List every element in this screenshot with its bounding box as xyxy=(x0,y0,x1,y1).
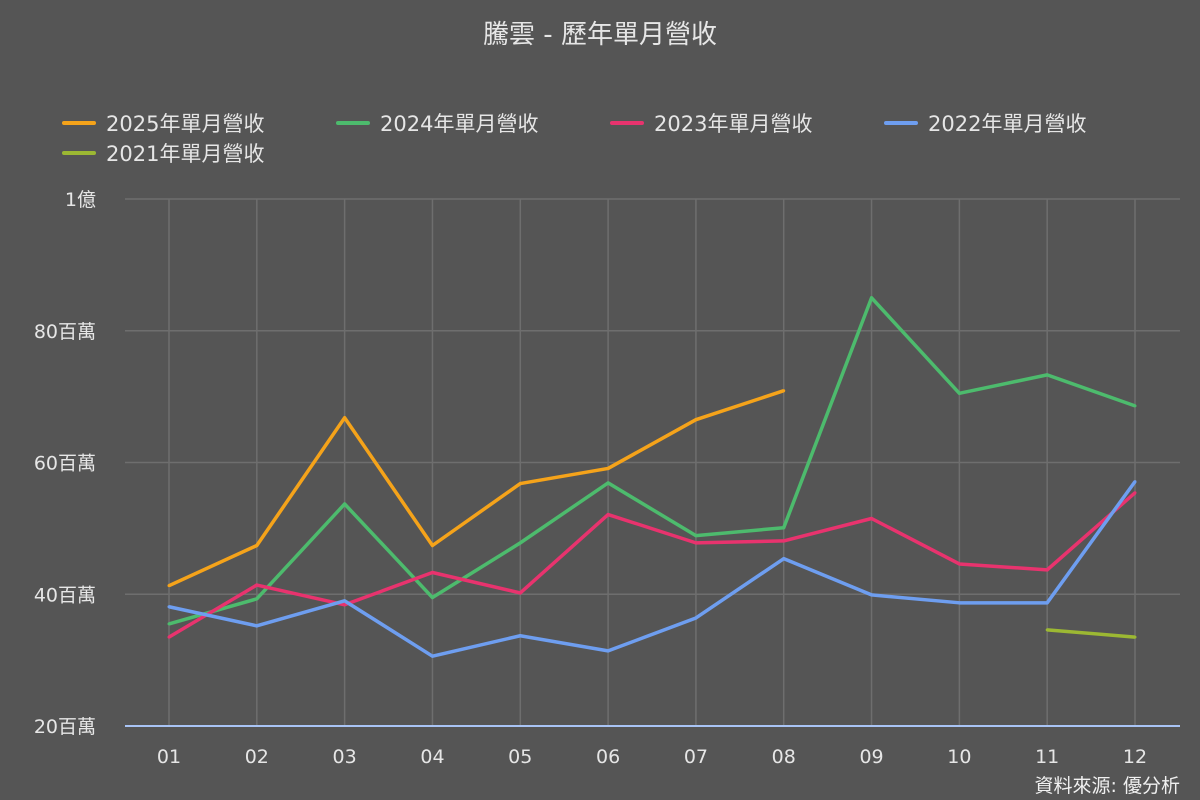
data-point-2024 xyxy=(167,622,171,626)
legend-swatch xyxy=(884,121,918,125)
data-point-2025 xyxy=(343,416,347,420)
source-label: 資料來源: 優分析 xyxy=(1034,775,1180,797)
data-point-2022 xyxy=(1133,480,1137,484)
data-point-2022 xyxy=(782,557,786,561)
data-point-2024 xyxy=(343,502,347,506)
x-tick-label: 03 xyxy=(333,746,357,768)
y-tick-label: 1億 xyxy=(65,189,96,211)
data-point-2024 xyxy=(694,534,698,538)
data-point-2023 xyxy=(430,571,434,575)
data-point-2022 xyxy=(694,616,698,620)
x-tick-label: 05 xyxy=(508,746,532,768)
data-point-2023 xyxy=(518,591,522,595)
data-point-2022 xyxy=(430,654,434,658)
data-point-2025 xyxy=(518,482,522,486)
data-point-2024 xyxy=(606,481,610,485)
y-tick-label: 80百萬 xyxy=(34,321,96,343)
data-point-2023 xyxy=(782,539,786,543)
y-tick-label: 60百萬 xyxy=(34,453,96,475)
x-tick-label: 01 xyxy=(157,746,181,768)
x-tick-label: 02 xyxy=(245,746,269,768)
data-point-2022 xyxy=(343,599,347,603)
series-line-2025 xyxy=(168,389,785,588)
data-point-2023 xyxy=(1133,491,1137,495)
data-point-2023 xyxy=(167,635,171,639)
legend-swatch xyxy=(62,121,96,125)
legend-label: 2022年單月營收 xyxy=(928,112,1087,136)
data-point-2025 xyxy=(430,544,434,548)
x-tick-label: 07 xyxy=(684,746,708,768)
data-point-2024 xyxy=(430,596,434,600)
data-point-2024 xyxy=(870,296,874,300)
data-point-2022 xyxy=(957,601,961,605)
legend-item-2021[interactable]: 2021年單月營收 xyxy=(62,138,264,168)
series-line-2024 xyxy=(168,296,1136,626)
data-point-2023 xyxy=(343,603,347,607)
data-point-2023 xyxy=(694,541,698,545)
legend-swatch xyxy=(610,121,644,125)
legend-item-2024[interactable]: 2024年單月營收 xyxy=(336,108,538,138)
x-tick-label: 06 xyxy=(596,746,620,768)
data-point-2023 xyxy=(870,516,874,520)
data-point-2024 xyxy=(782,526,786,530)
series-line-2023 xyxy=(168,491,1137,639)
data-point-2022 xyxy=(606,649,610,653)
data-point-2022 xyxy=(518,634,522,638)
legend-label: 2024年單月營收 xyxy=(380,112,539,136)
legend-label: 2025年單月營收 xyxy=(106,112,265,136)
data-point-2023 xyxy=(957,562,961,566)
data-point-2025 xyxy=(167,584,171,588)
data-point-2021 xyxy=(1045,628,1049,632)
data-point-2022 xyxy=(1045,601,1049,605)
x-tick-label: 08 xyxy=(772,746,796,768)
y-tick-label: 40百萬 xyxy=(34,584,96,606)
data-point-2025 xyxy=(782,389,786,393)
series-line-2021 xyxy=(1047,628,1136,639)
y-tick-label: 20百萬 xyxy=(34,716,96,738)
legend-label: 2021年單月營收 xyxy=(106,142,265,166)
data-point-2025 xyxy=(694,418,698,422)
x-tick-label: 11 xyxy=(1035,746,1059,768)
x-tick-label: 09 xyxy=(859,746,883,768)
data-point-2023 xyxy=(1045,568,1049,572)
legend-item-2023[interactable]: 2023年單月營收 xyxy=(610,108,812,138)
legend-item-2022[interactable]: 2022年單月營收 xyxy=(884,108,1086,138)
data-point-2024 xyxy=(957,391,961,395)
data-point-2023 xyxy=(255,583,259,587)
data-point-2022 xyxy=(167,605,171,609)
legend-swatch xyxy=(336,121,370,125)
data-point-2024 xyxy=(1045,373,1049,377)
data-point-2021 xyxy=(1133,635,1137,639)
x-tick-label: 04 xyxy=(420,746,444,768)
data-point-2022 xyxy=(255,624,259,628)
data-point-2024 xyxy=(255,597,259,601)
data-point-2025 xyxy=(606,466,610,470)
chart-title: 騰雲 - 歷年單月營收 xyxy=(483,20,717,50)
series-line-2022 xyxy=(168,480,1137,658)
data-point-2022 xyxy=(870,593,874,597)
data-point-2023 xyxy=(606,513,610,517)
legend-label: 2023年單月營收 xyxy=(654,112,813,136)
legend-swatch xyxy=(62,151,96,155)
x-tick-label: 10 xyxy=(947,746,971,768)
data-point-2024 xyxy=(1133,404,1137,408)
legend-item-2025[interactable]: 2025年單月營收 xyxy=(62,108,264,138)
data-point-2024 xyxy=(518,541,522,545)
x-tick-label: 12 xyxy=(1123,746,1147,768)
data-point-2025 xyxy=(255,544,259,548)
